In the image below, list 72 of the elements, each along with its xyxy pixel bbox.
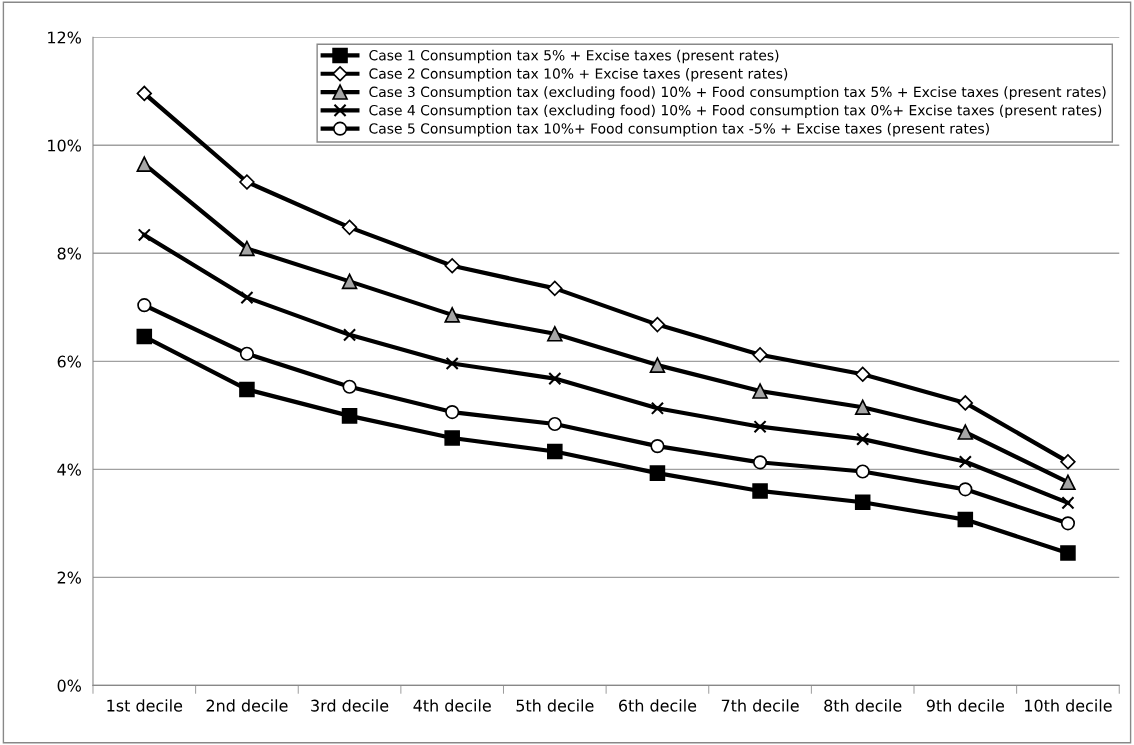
point bbox=[649, 465, 666, 481]
x-tick-label: 6th decile bbox=[619, 699, 697, 712]
y-tick-label: 4% bbox=[57, 463, 81, 476]
x-tick-label: 2nd decile bbox=[206, 699, 288, 712]
y-tick-label: 12% bbox=[48, 31, 81, 44]
x-tick-label: 10th decile bbox=[1025, 699, 1112, 712]
point bbox=[239, 240, 255, 257]
point bbox=[855, 464, 870, 479]
legend-label: Case 1 Consumption tax 5% + Excise taxes (present rates) bbox=[369, 49, 779, 64]
point bbox=[752, 383, 768, 399]
point bbox=[854, 366, 871, 382]
point bbox=[1060, 454, 1076, 470]
point bbox=[342, 379, 357, 394]
point bbox=[1060, 474, 1076, 491]
y-tick-label: 8% bbox=[57, 247, 81, 260]
point bbox=[957, 395, 974, 411]
y-tick-label: 6% bbox=[57, 355, 81, 368]
point bbox=[342, 328, 357, 342]
point bbox=[854, 399, 871, 416]
point bbox=[752, 347, 768, 363]
point bbox=[444, 307, 460, 323]
point bbox=[856, 432, 870, 446]
x-tick-label: 7th decile bbox=[721, 699, 799, 712]
y-tick-label: 0% bbox=[57, 679, 81, 692]
point bbox=[649, 357, 666, 373]
point bbox=[752, 483, 768, 499]
point bbox=[547, 416, 562, 432]
x-tick-label: 9th decile bbox=[926, 699, 1004, 712]
point bbox=[239, 381, 255, 398]
point bbox=[957, 511, 974, 528]
point bbox=[854, 494, 871, 511]
point bbox=[239, 346, 255, 361]
point bbox=[444, 430, 460, 446]
point bbox=[137, 228, 151, 242]
point bbox=[649, 316, 666, 333]
x-tick-label: 3rd decile bbox=[311, 699, 389, 712]
y-tick-label: 2% bbox=[57, 571, 81, 584]
point bbox=[445, 405, 460, 420]
point bbox=[547, 325, 563, 342]
point bbox=[341, 219, 358, 236]
point bbox=[547, 443, 563, 460]
point bbox=[341, 408, 358, 424]
point bbox=[444, 258, 460, 274]
legend-label: Case 4 Consumption tax (excluding food) 10% + Food consumption tax 0%+ Excise taxes (present rates) bbox=[369, 104, 1102, 119]
point bbox=[445, 356, 459, 371]
point bbox=[240, 290, 254, 305]
legend-label: Case 2 Consumption tax 10% + Excise taxes (present rates) bbox=[369, 68, 788, 82]
point bbox=[136, 328, 153, 345]
y-tick-label: 10% bbox=[48, 139, 81, 152]
point bbox=[1060, 516, 1076, 531]
point bbox=[136, 156, 153, 172]
point bbox=[958, 482, 973, 497]
point bbox=[752, 455, 768, 470]
point bbox=[239, 174, 255, 190]
point bbox=[137, 298, 152, 313]
x-tick-label: 4th decile bbox=[413, 699, 491, 712]
point bbox=[547, 280, 563, 297]
point bbox=[958, 455, 972, 469]
point bbox=[548, 372, 562, 386]
x-tick-label: 1st decile bbox=[107, 699, 183, 712]
x-tick-label: 5th decile bbox=[516, 699, 594, 712]
point bbox=[753, 420, 767, 434]
point bbox=[1060, 545, 1076, 561]
legend-label: Case 3 Consumption tax (excluding food) 10% + Food consumption tax 5% + Excise taxes (present rates) bbox=[369, 86, 1106, 100]
point bbox=[650, 439, 665, 454]
point bbox=[1061, 496, 1075, 510]
point bbox=[650, 401, 665, 415]
x-tick-label: 8th decile bbox=[824, 699, 902, 712]
point bbox=[957, 424, 974, 440]
point bbox=[341, 273, 358, 290]
legend-label: Case 5 Consumption tax 10%+ Food consumption tax -5% + Excise taxes (present rates) bbox=[369, 122, 989, 137]
point bbox=[136, 85, 153, 102]
